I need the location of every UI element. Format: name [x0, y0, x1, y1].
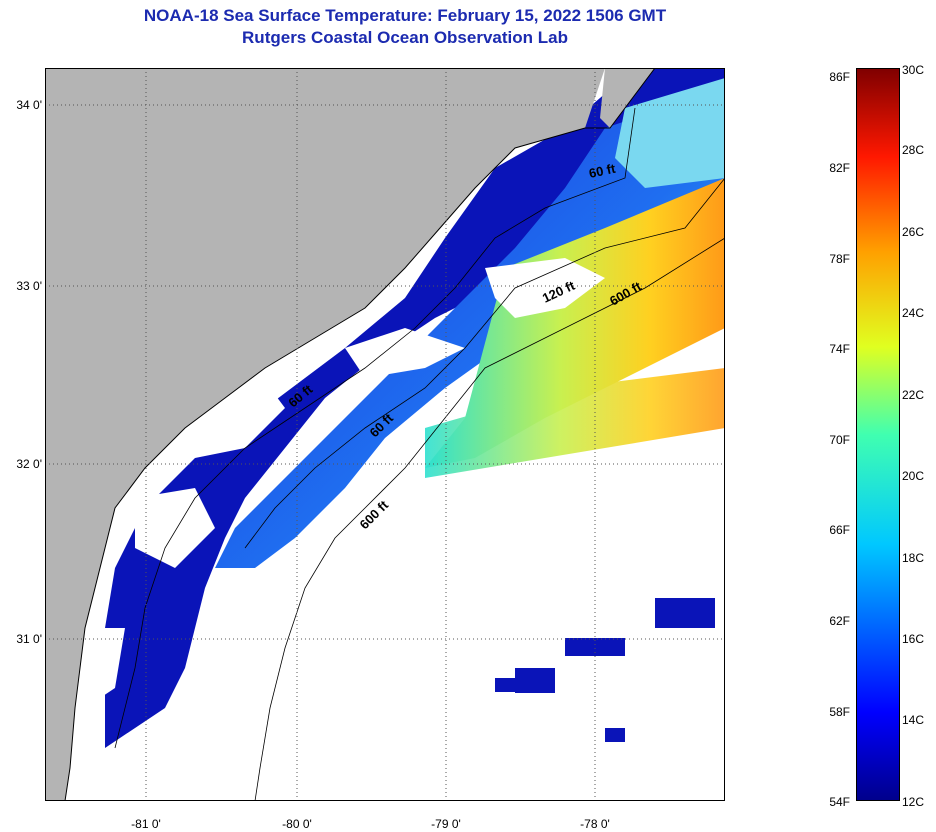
- lon-label-80: -80 0': [282, 817, 312, 831]
- sst-map: 60 ft 120 ft 600 ft 60 ft 60 ft 600 ft: [45, 68, 725, 801]
- land-cape: [600, 68, 655, 128]
- colorbar-c-16: 16C: [902, 632, 925, 646]
- land-mass: [45, 68, 605, 801]
- map-title: NOAA-18 Sea Surface Temperature: Februar…: [143, 6, 667, 25]
- gulf-stream-water-south: [425, 368, 725, 478]
- lat-label-31: 31 0': [16, 632, 42, 646]
- map-border: [45, 68, 725, 801]
- colorbar-f-62: 62F: [829, 614, 850, 628]
- colorbar-c-28: 28C: [902, 143, 925, 157]
- contour-label-60ft-north: 60 ft: [588, 161, 618, 181]
- coastline: [64, 68, 656, 801]
- colorbar-gradient: [857, 69, 899, 800]
- colorbar-c-20: 20C: [902, 469, 925, 483]
- lat-label-33: 33 0': [16, 279, 42, 293]
- lon-label-78: -78 0': [580, 817, 610, 831]
- colorbar-f-82: 82F: [829, 161, 850, 175]
- colorbar-f-66: 66F: [829, 523, 850, 537]
- offshore-cold-patches: [495, 598, 715, 742]
- lon-label-81: -81 0': [131, 817, 161, 831]
- isobath-60ft: [114, 107, 636, 749]
- colorbar-c-26: 26C: [902, 225, 925, 239]
- colorbar-c-22: 22C: [902, 388, 925, 402]
- colorbar-f-58: 58F: [829, 705, 850, 719]
- colorbar-f-70: 70F: [829, 433, 850, 447]
- colorbar-f-86: 86F: [829, 70, 850, 84]
- shelf-water: [215, 88, 725, 568]
- colorbar-c-30: 30C: [902, 63, 925, 77]
- lat-label-34: 34 0': [16, 98, 42, 112]
- temperature-colorbar: [856, 68, 900, 801]
- sst-map-canvas: 60 ft 120 ft 600 ft 60 ft 60 ft 600 ft: [45, 68, 725, 801]
- colorbar-c-18: 18C: [902, 551, 925, 565]
- colorbar-f-54: 54F: [829, 795, 850, 809]
- colorbar-c-14: 14C: [902, 713, 925, 727]
- colorbar-f-74: 74F: [829, 342, 850, 356]
- map-subtitle: Rutgers Coastal Ocean Observation Lab: [242, 28, 568, 47]
- colorbar-c-12: 12C: [902, 795, 925, 809]
- isobath-600ft: [254, 237, 725, 801]
- colorbar-c-24: 24C: [902, 306, 925, 320]
- isobath-120ft: [244, 177, 725, 549]
- colorbar-f-78: 78F: [829, 252, 850, 266]
- graticule: [45, 68, 725, 801]
- lon-label-79: -79 0': [431, 817, 461, 831]
- lat-label-32: 32 0': [16, 457, 42, 471]
